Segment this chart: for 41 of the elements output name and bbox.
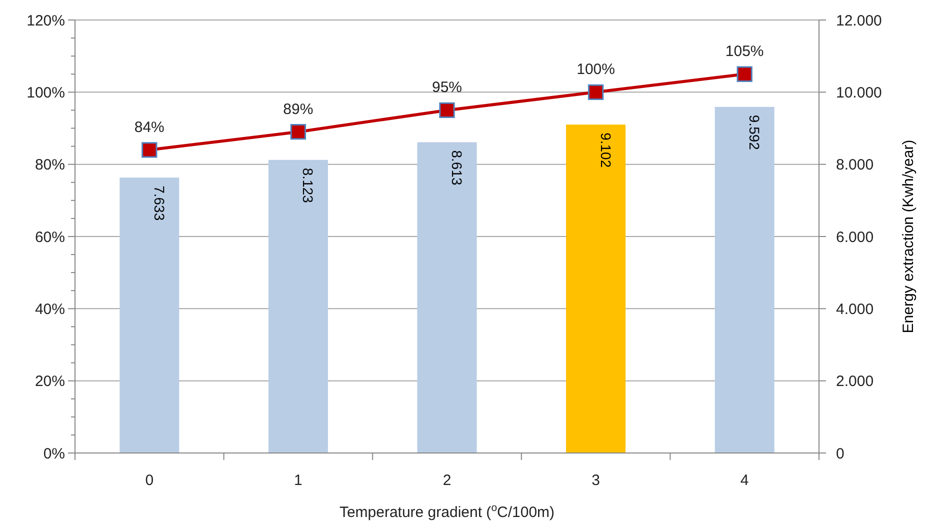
y2-tick-label: 6.000 [836,228,874,246]
y-tick-label: 0% [43,445,65,462]
y2-tick-label: 8.000 [836,156,874,174]
data-label: 7.633 [151,186,168,221]
x-tick-label: 0 [145,472,154,489]
point [290,124,306,140]
point [736,66,752,82]
y-tick-label: 60% [34,228,65,246]
bar [417,142,477,453]
point [142,142,158,158]
data-label: 9.592 [746,114,763,150]
data-label: 8.613 [449,150,465,186]
data-label: 9.102 [598,132,614,168]
bar [714,106,774,453]
data-label: 100% [576,61,615,78]
x-axis-title: Temperature gradient ($^{o}$C/100m) [339,502,555,521]
y2-tick-label: 4.000 [836,300,874,318]
bar [120,178,180,453]
y-tick-label: 40% [34,300,65,318]
data-label: 8.123 [300,168,316,204]
y-tick-label: 20% [34,373,65,390]
x-tick-label: 2 [442,472,452,489]
y-tick-label: 120% [26,12,65,30]
bar [268,160,328,453]
y-tick-label: 80% [34,156,65,174]
data-label: 84% [134,118,164,136]
y2-axis-title: Energy extraction (Kwh/year) [900,140,917,334]
data-label: 89% [283,100,314,118]
bar [566,124,626,453]
x-tick-label: 3 [592,472,600,489]
x-tick-label: 1 [294,472,302,489]
y2-tick-label: 10.000 [836,84,882,102]
point [588,84,604,100]
y2-tick-label: 2.000 [836,373,874,390]
data-label: 105% [725,43,764,60]
data-label: 95% [432,79,462,96]
x-tick-label: 4 [740,472,749,489]
y2-tick-label: 0 [836,445,844,462]
y2-tick-label: 12.000 [836,12,882,30]
point [439,102,455,118]
y-tick-label: 100% [26,84,65,102]
